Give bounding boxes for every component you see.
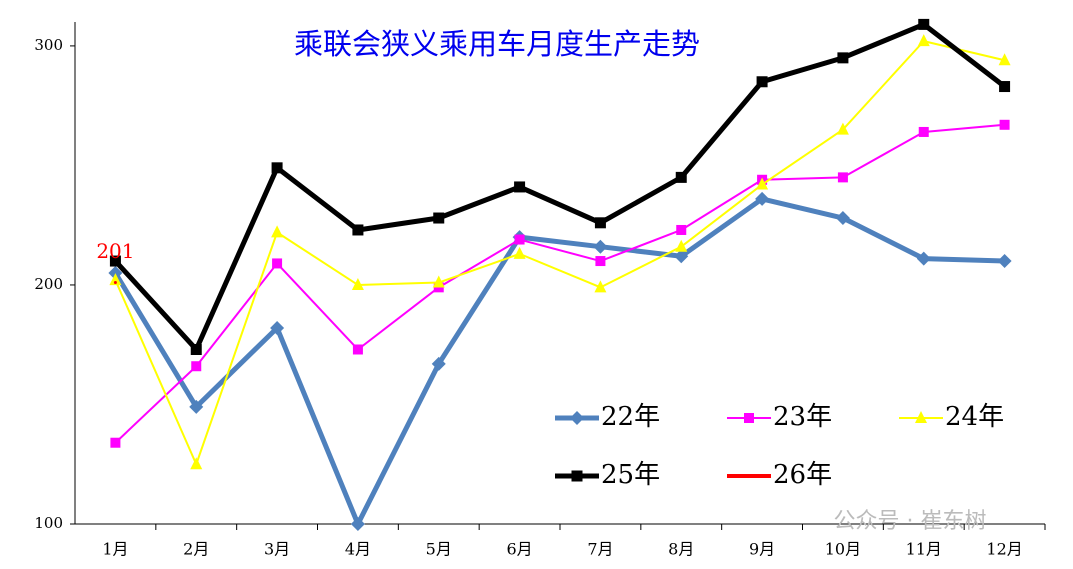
marker [190, 457, 203, 470]
legend-label: 25年 [601, 460, 660, 490]
x-tick-label: 5月 [426, 540, 452, 559]
legend-label: 22年 [601, 402, 660, 432]
marker [917, 34, 930, 47]
series-line [113, 21, 1007, 352]
marker [675, 171, 687, 183]
x-tick-label: 12月 [986, 540, 1022, 559]
x-tick-label: 3月 [264, 540, 290, 559]
x-tick-label: 8月 [668, 540, 694, 559]
marker [675, 239, 688, 252]
marker [570, 411, 584, 425]
marker [433, 212, 445, 224]
x-tick-label: 7月 [587, 540, 613, 559]
marker [271, 162, 283, 174]
marker [594, 217, 606, 229]
x-tick-label: 2月 [183, 540, 209, 559]
legend-label: 24年 [945, 402, 1004, 432]
marker [432, 275, 445, 288]
marker [350, 517, 365, 531]
marker [593, 239, 608, 254]
marker [918, 18, 930, 30]
x-tick-label: 11月 [906, 540, 942, 559]
marker [595, 256, 606, 267]
marker [837, 52, 849, 64]
x-tick-label: 1月 [102, 540, 128, 559]
marker [190, 343, 202, 355]
y-tick-label: 200 [34, 275, 63, 293]
x-tick-label: 9月 [749, 540, 775, 559]
marker [999, 119, 1010, 130]
marker [514, 234, 525, 245]
marker [109, 273, 122, 286]
y-tick-label: 300 [34, 36, 63, 54]
marker [756, 177, 769, 190]
marker [571, 470, 583, 482]
x-tick-label: 4月 [345, 540, 371, 559]
marker [431, 356, 446, 371]
y-tick-label: 100 [34, 514, 63, 532]
marker [997, 254, 1012, 269]
marker [110, 437, 121, 448]
marker [270, 320, 285, 335]
legend-label: 26年 [773, 460, 832, 490]
marker [676, 224, 687, 235]
series-line [113, 196, 1005, 527]
series-line [114, 40, 1005, 466]
marker [513, 246, 526, 259]
marker [916, 251, 931, 266]
watermark: 公众号 · 崔东树 [834, 509, 987, 534]
series-line [114, 123, 1005, 444]
marker [835, 211, 850, 226]
marker [915, 411, 927, 423]
legend-label: 23年 [773, 402, 832, 432]
x-tick-label: 10月 [825, 540, 861, 559]
marker [352, 344, 363, 355]
marker [918, 126, 929, 137]
chart-title: 乘联会狭义乘用车月度生产走势 [294, 27, 700, 61]
marker [514, 181, 526, 193]
marker [755, 191, 770, 206]
marker [351, 277, 364, 290]
marker [271, 225, 284, 238]
marker [108, 266, 123, 280]
x-tick-label: 6月 [506, 540, 532, 559]
marker [674, 249, 689, 264]
marker [999, 81, 1011, 93]
data-label: 201 [96, 239, 134, 263]
marker [272, 258, 283, 269]
marker [113, 281, 117, 285]
marker [836, 122, 849, 135]
marker [189, 399, 204, 414]
marker [998, 53, 1011, 66]
marker [837, 172, 848, 183]
marker [352, 224, 364, 236]
marker [191, 361, 202, 372]
marker [744, 413, 754, 423]
marker [594, 280, 607, 293]
marker [756, 76, 768, 88]
marker [109, 255, 121, 267]
